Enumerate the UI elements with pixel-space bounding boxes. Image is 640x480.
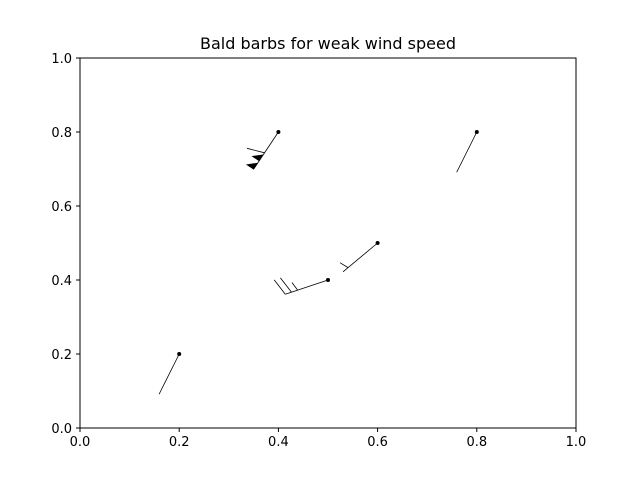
barb-full [273, 279, 286, 295]
barb-full [246, 147, 265, 154]
barb-shaft [285, 279, 329, 295]
x-tick-label: 0.6 [367, 435, 388, 450]
ticks-layer: 0.0 0.2 0.4 0.6 0.8 1.0 0.0 0.2 0.4 0.6 0.8 1.0 [51, 52, 586, 450]
y-tick-label: 0.0 [51, 422, 72, 437]
barb-flag [245, 162, 258, 170]
y-tick-label: 0.4 [51, 274, 72, 289]
barb-shaft [456, 131, 478, 173]
chart-title: Bald barbs for weak wind speed [200, 34, 456, 53]
x-tick-label: 0.8 [466, 435, 487, 450]
wind-barb [273, 277, 330, 295]
wind-barb [245, 130, 281, 170]
wind-barb [456, 130, 479, 173]
barb-shaft [158, 353, 180, 395]
barb-half [291, 282, 298, 291]
x-tick-label: 0.2 [169, 435, 190, 450]
barb-shaft [253, 131, 279, 170]
wind-barb [158, 352, 182, 395]
barb-full [280, 277, 292, 293]
y-tick-label: 0.2 [51, 348, 72, 363]
y-tick-label: 1.0 [51, 52, 72, 67]
y-tick-label: 0.6 [51, 200, 72, 215]
x-tick-label: 1.0 [566, 435, 587, 450]
barb-flag [251, 154, 264, 162]
x-tick-label: 0.4 [268, 435, 289, 450]
wind-barb [339, 241, 380, 273]
barbs-layer [158, 130, 479, 395]
barb-half [339, 262, 349, 268]
x-tick-label: 0.0 [70, 435, 91, 450]
barb-shaft [342, 242, 378, 273]
plot-frame [79, 57, 577, 429]
y-tick-label: 0.8 [51, 126, 72, 141]
